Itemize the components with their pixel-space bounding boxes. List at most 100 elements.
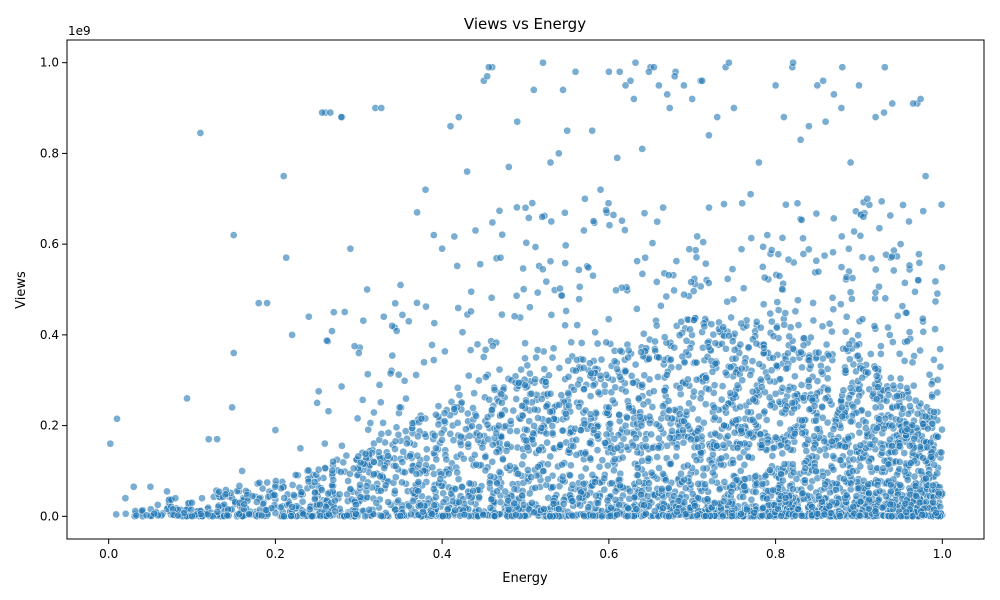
data-point bbox=[812, 209, 821, 218]
x-tick-label: 0.6 bbox=[599, 547, 618, 561]
data-point bbox=[743, 408, 752, 416]
data-point bbox=[854, 351, 862, 360]
data-point bbox=[638, 380, 647, 389]
data-point bbox=[532, 353, 540, 362]
data-point bbox=[648, 403, 657, 411]
data-point bbox=[546, 452, 555, 461]
data-point bbox=[418, 492, 426, 501]
data-point bbox=[588, 126, 597, 135]
data-point bbox=[408, 419, 417, 428]
data-point bbox=[374, 448, 383, 456]
data-point bbox=[705, 385, 713, 394]
data-point bbox=[150, 509, 159, 518]
data-point bbox=[938, 263, 946, 272]
data-point bbox=[710, 403, 719, 412]
data-point bbox=[370, 408, 378, 417]
data-point bbox=[414, 487, 422, 495]
data-point bbox=[419, 507, 427, 516]
data-point bbox=[566, 471, 574, 480]
data-point bbox=[443, 505, 452, 513]
data-point bbox=[751, 472, 760, 481]
x-tick-label: 0.4 bbox=[433, 547, 452, 561]
data-point bbox=[632, 434, 640, 442]
data-point bbox=[223, 511, 231, 520]
data-point bbox=[698, 76, 707, 85]
data-point bbox=[494, 421, 503, 430]
data-point bbox=[649, 387, 658, 396]
data-point bbox=[495, 365, 504, 374]
data-point bbox=[611, 487, 620, 496]
data-point bbox=[638, 270, 647, 278]
data-point bbox=[613, 154, 622, 162]
data-point bbox=[446, 430, 455, 438]
data-point bbox=[798, 489, 807, 498]
data-point bbox=[837, 403, 846, 412]
data-point bbox=[488, 440, 497, 449]
data-point bbox=[767, 246, 776, 254]
data-point bbox=[428, 341, 436, 349]
data-point bbox=[744, 452, 753, 461]
data-point bbox=[626, 487, 634, 496]
data-point bbox=[755, 360, 764, 368]
data-point bbox=[523, 443, 532, 452]
data-point bbox=[652, 278, 661, 286]
data-point bbox=[808, 503, 816, 511]
data-point bbox=[549, 499, 558, 508]
data-point bbox=[598, 512, 606, 521]
data-point bbox=[561, 259, 570, 267]
data-point bbox=[846, 158, 855, 167]
data-point bbox=[257, 511, 266, 520]
data-point bbox=[800, 334, 808, 343]
data-point bbox=[623, 413, 632, 422]
data-point bbox=[655, 434, 663, 443]
data-point bbox=[721, 368, 730, 377]
data-point bbox=[784, 255, 793, 264]
data-point bbox=[413, 208, 421, 217]
data-point bbox=[870, 322, 879, 330]
data-point bbox=[830, 90, 838, 99]
data-point bbox=[919, 327, 928, 336]
data-point bbox=[521, 354, 529, 363]
data-point bbox=[718, 382, 727, 390]
data-point bbox=[630, 95, 638, 103]
data-point bbox=[887, 512, 896, 521]
data-point bbox=[618, 453, 627, 462]
data-point bbox=[825, 502, 834, 511]
data-point bbox=[737, 426, 745, 435]
data-point bbox=[392, 423, 401, 432]
data-point bbox=[346, 470, 354, 478]
data-point bbox=[601, 387, 609, 396]
data-point bbox=[933, 289, 942, 298]
data-point bbox=[572, 451, 581, 459]
data-point bbox=[895, 458, 904, 466]
data-point bbox=[640, 371, 649, 380]
data-point bbox=[567, 338, 576, 347]
data-point bbox=[263, 478, 272, 487]
data-point bbox=[308, 512, 317, 521]
data-point bbox=[875, 415, 883, 424]
data-point bbox=[322, 336, 331, 345]
data-point bbox=[270, 491, 279, 499]
data-point bbox=[400, 376, 409, 385]
data-point bbox=[204, 435, 213, 444]
data-point bbox=[379, 419, 387, 427]
y-tick-label: 0.2 bbox=[40, 419, 59, 433]
data-point bbox=[844, 434, 853, 443]
data-point bbox=[915, 250, 923, 259]
data-point bbox=[575, 295, 583, 303]
data-point bbox=[581, 449, 590, 458]
data-point bbox=[653, 453, 662, 461]
data-point bbox=[728, 512, 736, 520]
data-point bbox=[364, 425, 373, 434]
data-point bbox=[812, 467, 821, 476]
data-point bbox=[455, 498, 463, 507]
data-point bbox=[465, 432, 474, 440]
data-point bbox=[453, 262, 462, 270]
data-point bbox=[429, 356, 438, 364]
data-point bbox=[829, 248, 837, 257]
data-point bbox=[814, 348, 823, 357]
data-point bbox=[255, 478, 264, 487]
data-point bbox=[518, 460, 527, 469]
data-point bbox=[807, 333, 815, 342]
data-point bbox=[878, 503, 887, 512]
